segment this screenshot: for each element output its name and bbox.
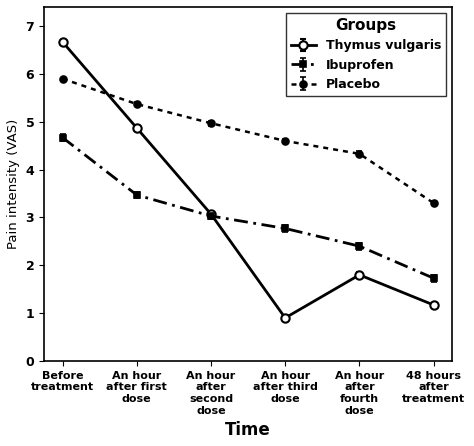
Y-axis label: Pain intensity (VAS): Pain intensity (VAS) xyxy=(7,119,20,249)
Legend: Thymus vulgaris, Ibuprofen, Placebo: Thymus vulgaris, Ibuprofen, Placebo xyxy=(285,13,446,96)
X-axis label: Time: Time xyxy=(225,421,271,439)
